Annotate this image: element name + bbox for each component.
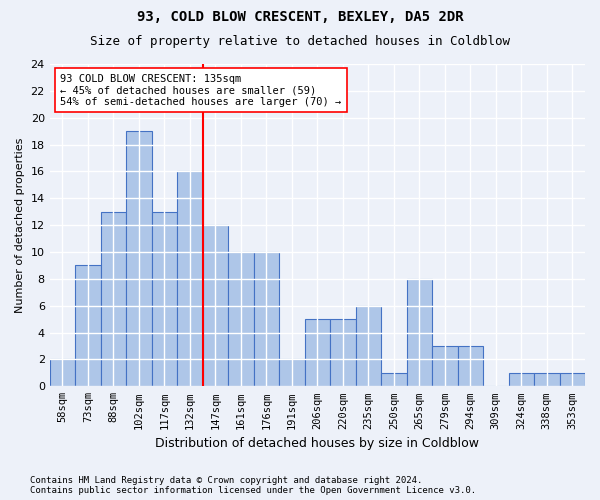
Bar — [356, 306, 381, 386]
Bar — [177, 172, 203, 386]
Bar — [560, 373, 585, 386]
Bar — [101, 212, 126, 386]
Bar — [203, 225, 228, 386]
Text: 93, COLD BLOW CRESCENT, BEXLEY, DA5 2DR: 93, COLD BLOW CRESCENT, BEXLEY, DA5 2DR — [137, 10, 463, 24]
Bar — [458, 346, 483, 387]
Text: Size of property relative to detached houses in Coldblow: Size of property relative to detached ho… — [90, 35, 510, 48]
X-axis label: Distribution of detached houses by size in Coldblow: Distribution of detached houses by size … — [155, 437, 479, 450]
Bar — [330, 319, 356, 386]
Bar — [432, 346, 458, 387]
Bar — [381, 373, 407, 386]
Text: Contains HM Land Registry data © Crown copyright and database right 2024.
Contai: Contains HM Land Registry data © Crown c… — [30, 476, 476, 495]
Bar — [509, 373, 534, 386]
Bar — [305, 319, 330, 386]
Bar — [126, 131, 152, 386]
Text: 93 COLD BLOW CRESCENT: 135sqm
← 45% of detached houses are smaller (59)
54% of s: 93 COLD BLOW CRESCENT: 135sqm ← 45% of d… — [61, 74, 341, 107]
Bar — [152, 212, 177, 386]
Bar — [75, 266, 101, 386]
Bar — [50, 360, 75, 386]
Bar — [279, 360, 305, 386]
Y-axis label: Number of detached properties: Number of detached properties — [15, 138, 25, 313]
Bar — [254, 252, 279, 386]
Bar — [534, 373, 560, 386]
Bar — [228, 252, 254, 386]
Bar — [407, 279, 432, 386]
